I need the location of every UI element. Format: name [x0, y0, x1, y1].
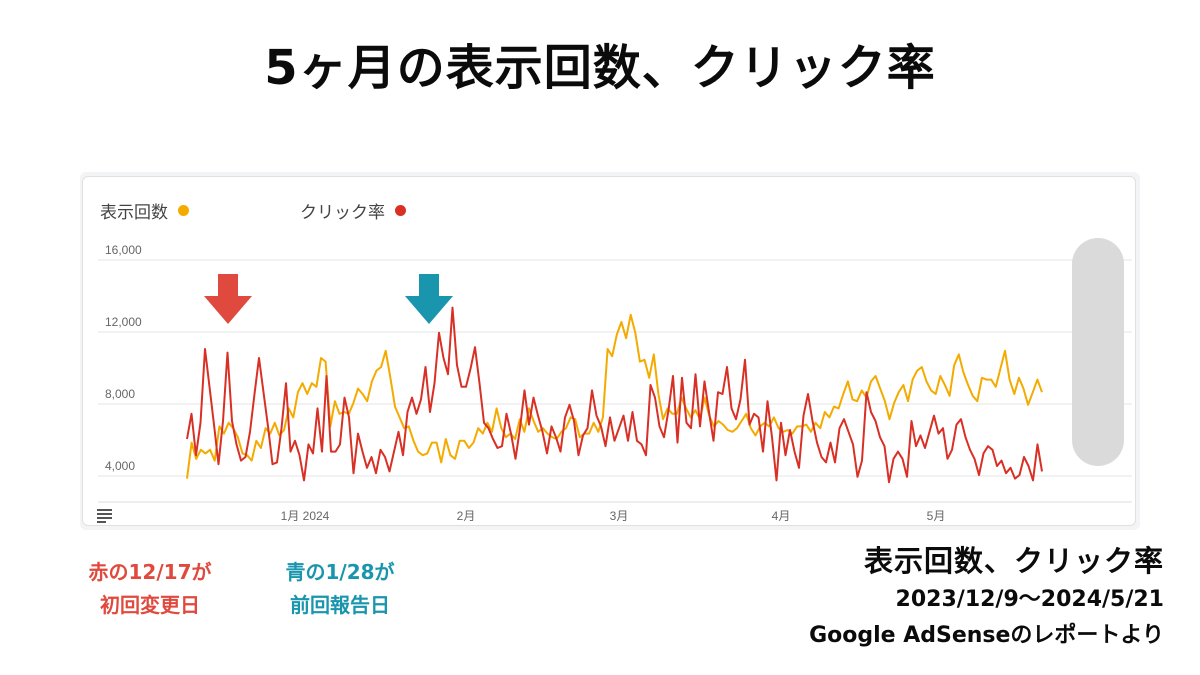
x-tick-label: 1月 2024	[281, 509, 330, 523]
menu-icon	[97, 513, 112, 515]
blue-note: 青の1/28が 前回報告日	[245, 556, 435, 622]
x-tick-label: 2月	[457, 509, 476, 523]
legend-dot-impressions	[178, 205, 189, 216]
y-tick-label: 8,000	[105, 387, 135, 401]
red-note-line1: 赤の12/17が	[88, 560, 212, 584]
legend-item-ctr[interactable]: クリック率	[300, 198, 406, 223]
legend-label-ctr: クリック率	[300, 203, 385, 223]
legend-label-impressions: 表示回数	[100, 203, 168, 223]
scrollbar-thumb[interactable]	[1072, 238, 1124, 466]
x-tick-label: 4月	[772, 509, 791, 523]
info-line2: 2023/12/9～2024/5/21	[895, 587, 1164, 612]
legend-item-impressions[interactable]: 表示回数	[100, 198, 189, 223]
red-down-arrow-icon	[204, 274, 252, 324]
y-tick-label: 16,000	[105, 243, 142, 257]
menu-icon	[97, 509, 112, 511]
info-line1: 表示回数、クリック率	[863, 544, 1164, 578]
blue-note-line2: 前回報告日	[290, 593, 390, 617]
red-note-line2: 初回変更日	[100, 593, 200, 617]
y-tick-label: 12,000	[105, 315, 142, 329]
red-note: 赤の12/17が 初回変更日	[55, 556, 245, 622]
page-title: 5ヶ月の表示回数、クリック率	[264, 40, 936, 96]
blue-note-line1: 青の1/28が	[285, 560, 395, 584]
series-line-ctr	[186, 306, 1043, 484]
legend-dot-ctr	[395, 205, 406, 216]
info-block: 表示回数、クリック率 2023/12/9～2024/5/21 Google Ad…	[809, 540, 1164, 654]
blue-down-arrow-icon	[405, 274, 453, 324]
menu-icon	[97, 517, 112, 519]
series-line-impressions	[186, 313, 1043, 479]
x-tick-label: 5月	[927, 509, 946, 523]
info-line3: Google AdSenseのレポートより	[809, 623, 1164, 648]
x-tick-label: 3月	[610, 509, 629, 523]
y-tick-label: 4,000	[105, 459, 135, 473]
menu-icon	[97, 521, 106, 523]
